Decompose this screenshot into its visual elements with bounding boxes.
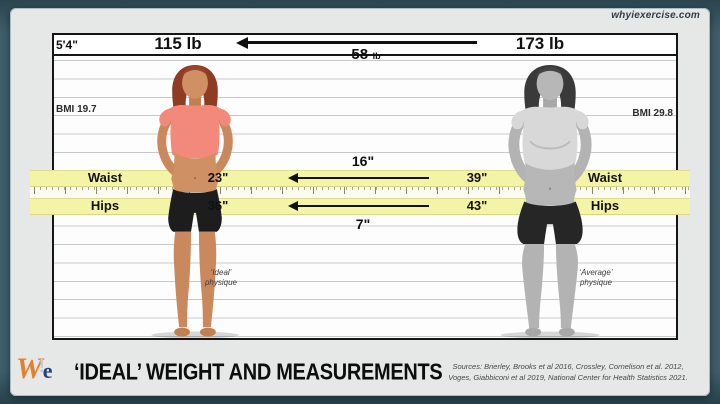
- chart-header-band: [54, 35, 676, 56]
- hips-value-left: 36": [207, 198, 229, 213]
- whyiexercise-logo: W!e: [16, 352, 52, 386]
- ideal-physique-figure: [130, 62, 260, 340]
- bmi-right-label: BMI 29.8: [632, 108, 673, 119]
- hips-label-left: Hips: [90, 198, 120, 213]
- logo-letter-e: e: [42, 358, 53, 383]
- weight-right-label: 173 lb: [515, 34, 565, 53]
- average-physique-line1: ‘Average’: [579, 268, 613, 277]
- weight-diff-arrow-icon: [247, 41, 477, 44]
- bmi-left-label: BMI 19.7: [56, 104, 97, 115]
- logo-letter-w: W: [16, 352, 43, 385]
- waist-label-right: Waist: [587, 170, 623, 185]
- ideal-physique-line2: physique: [204, 278, 238, 287]
- hips-label-right: Hips: [590, 198, 620, 213]
- average-physique-caption: ‘Average’ physique: [561, 268, 631, 288]
- waist-diff-label: 16": [351, 153, 375, 169]
- average-physique-figure: [475, 62, 625, 340]
- sources-line1: Sources: Brierley, Brooks et al 2016, Cr…: [452, 362, 684, 371]
- average-physique-line2: physique: [579, 278, 613, 287]
- hips-diff-label: 7": [355, 216, 371, 232]
- hips-value-right: 43": [466, 198, 488, 213]
- waist-diff-arrow-icon: [297, 177, 429, 179]
- slim-woman-illustration: [151, 64, 239, 339]
- sources-text: Sources: Brierley, Brooks et al 2016, Cr…: [434, 362, 702, 383]
- waist-value-right: 39": [466, 170, 488, 185]
- height-label: 5'4": [56, 38, 78, 52]
- ideal-physique-line1: ‘Ideal’: [210, 268, 232, 277]
- page-title: ‘IDEAL’ WEIGHT AND MEASUREMENTS: [74, 360, 443, 385]
- weight-diff-value: 58: [351, 46, 369, 63]
- weight-diff-unit: lb: [372, 51, 381, 61]
- logo-exclamation: !: [38, 356, 45, 376]
- site-url: whyiexercise.com: [611, 10, 700, 21]
- waist-value-left: 23": [207, 170, 229, 185]
- ideal-physique-caption: ‘Ideal’ physique: [186, 268, 256, 288]
- grayscale-woman-illustration: [500, 64, 600, 339]
- weight-diff-label: 58 lb: [326, 46, 406, 64]
- content-panel: whyiexercise.com 5'4" 115 lb 173 lb 58 l…: [10, 8, 710, 396]
- waist-label-left: Waist: [87, 170, 123, 185]
- weight-left-label: 115 lb: [154, 34, 202, 53]
- sources-line2: Voges, Giabbiconi et al 2019, National C…: [448, 372, 688, 382]
- hips-diff-arrow-icon: [297, 205, 429, 207]
